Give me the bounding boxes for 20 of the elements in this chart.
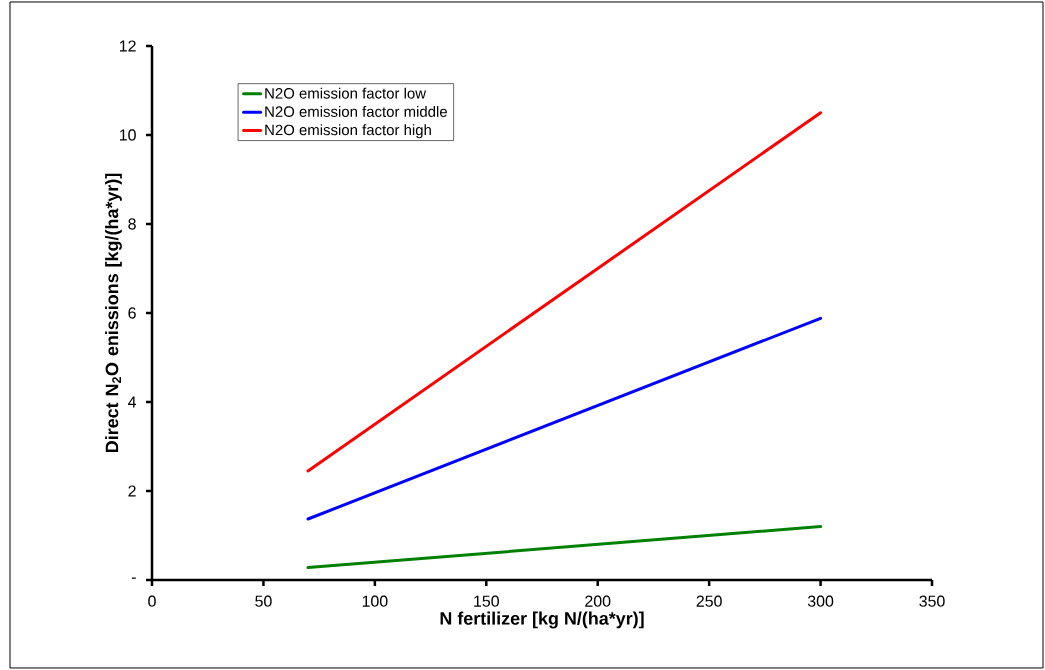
x-tick-label: 300 — [807, 595, 834, 607]
x-tick-label: 50 — [255, 595, 272, 607]
x-tick-label: 150 — [474, 595, 499, 607]
y-tick-label: 4 — [127, 396, 137, 408]
x-tick-label: 250 — [696, 595, 722, 607]
x-axis-title: N fertilizer [kg N/(ha*yr)] — [440, 611, 644, 629]
y-tick-label: 6 — [128, 307, 136, 319]
x-tick-label: 350 — [919, 595, 945, 607]
y-tick-label: - — [131, 577, 136, 579]
legend-label: N2O emission factor high — [265, 124, 431, 139]
y-tick-label: 12 — [119, 40, 136, 52]
y-axis-title: Direct N$_{2}$O enissions [kg/(ha*yr)] — [105, 173, 122, 453]
y-tick-label: 10 — [119, 129, 136, 141]
x-tick-label: 100 — [362, 595, 388, 607]
legend-label: N2O emission factor middle — [265, 105, 447, 117]
legend-label: N2O emission factor low — [265, 87, 427, 99]
x-tick-label: 0 — [148, 595, 156, 607]
x-tick-label: 200 — [585, 595, 611, 607]
y-tick-label: 8 — [128, 218, 136, 230]
y-tick-label: 2 — [128, 485, 136, 497]
